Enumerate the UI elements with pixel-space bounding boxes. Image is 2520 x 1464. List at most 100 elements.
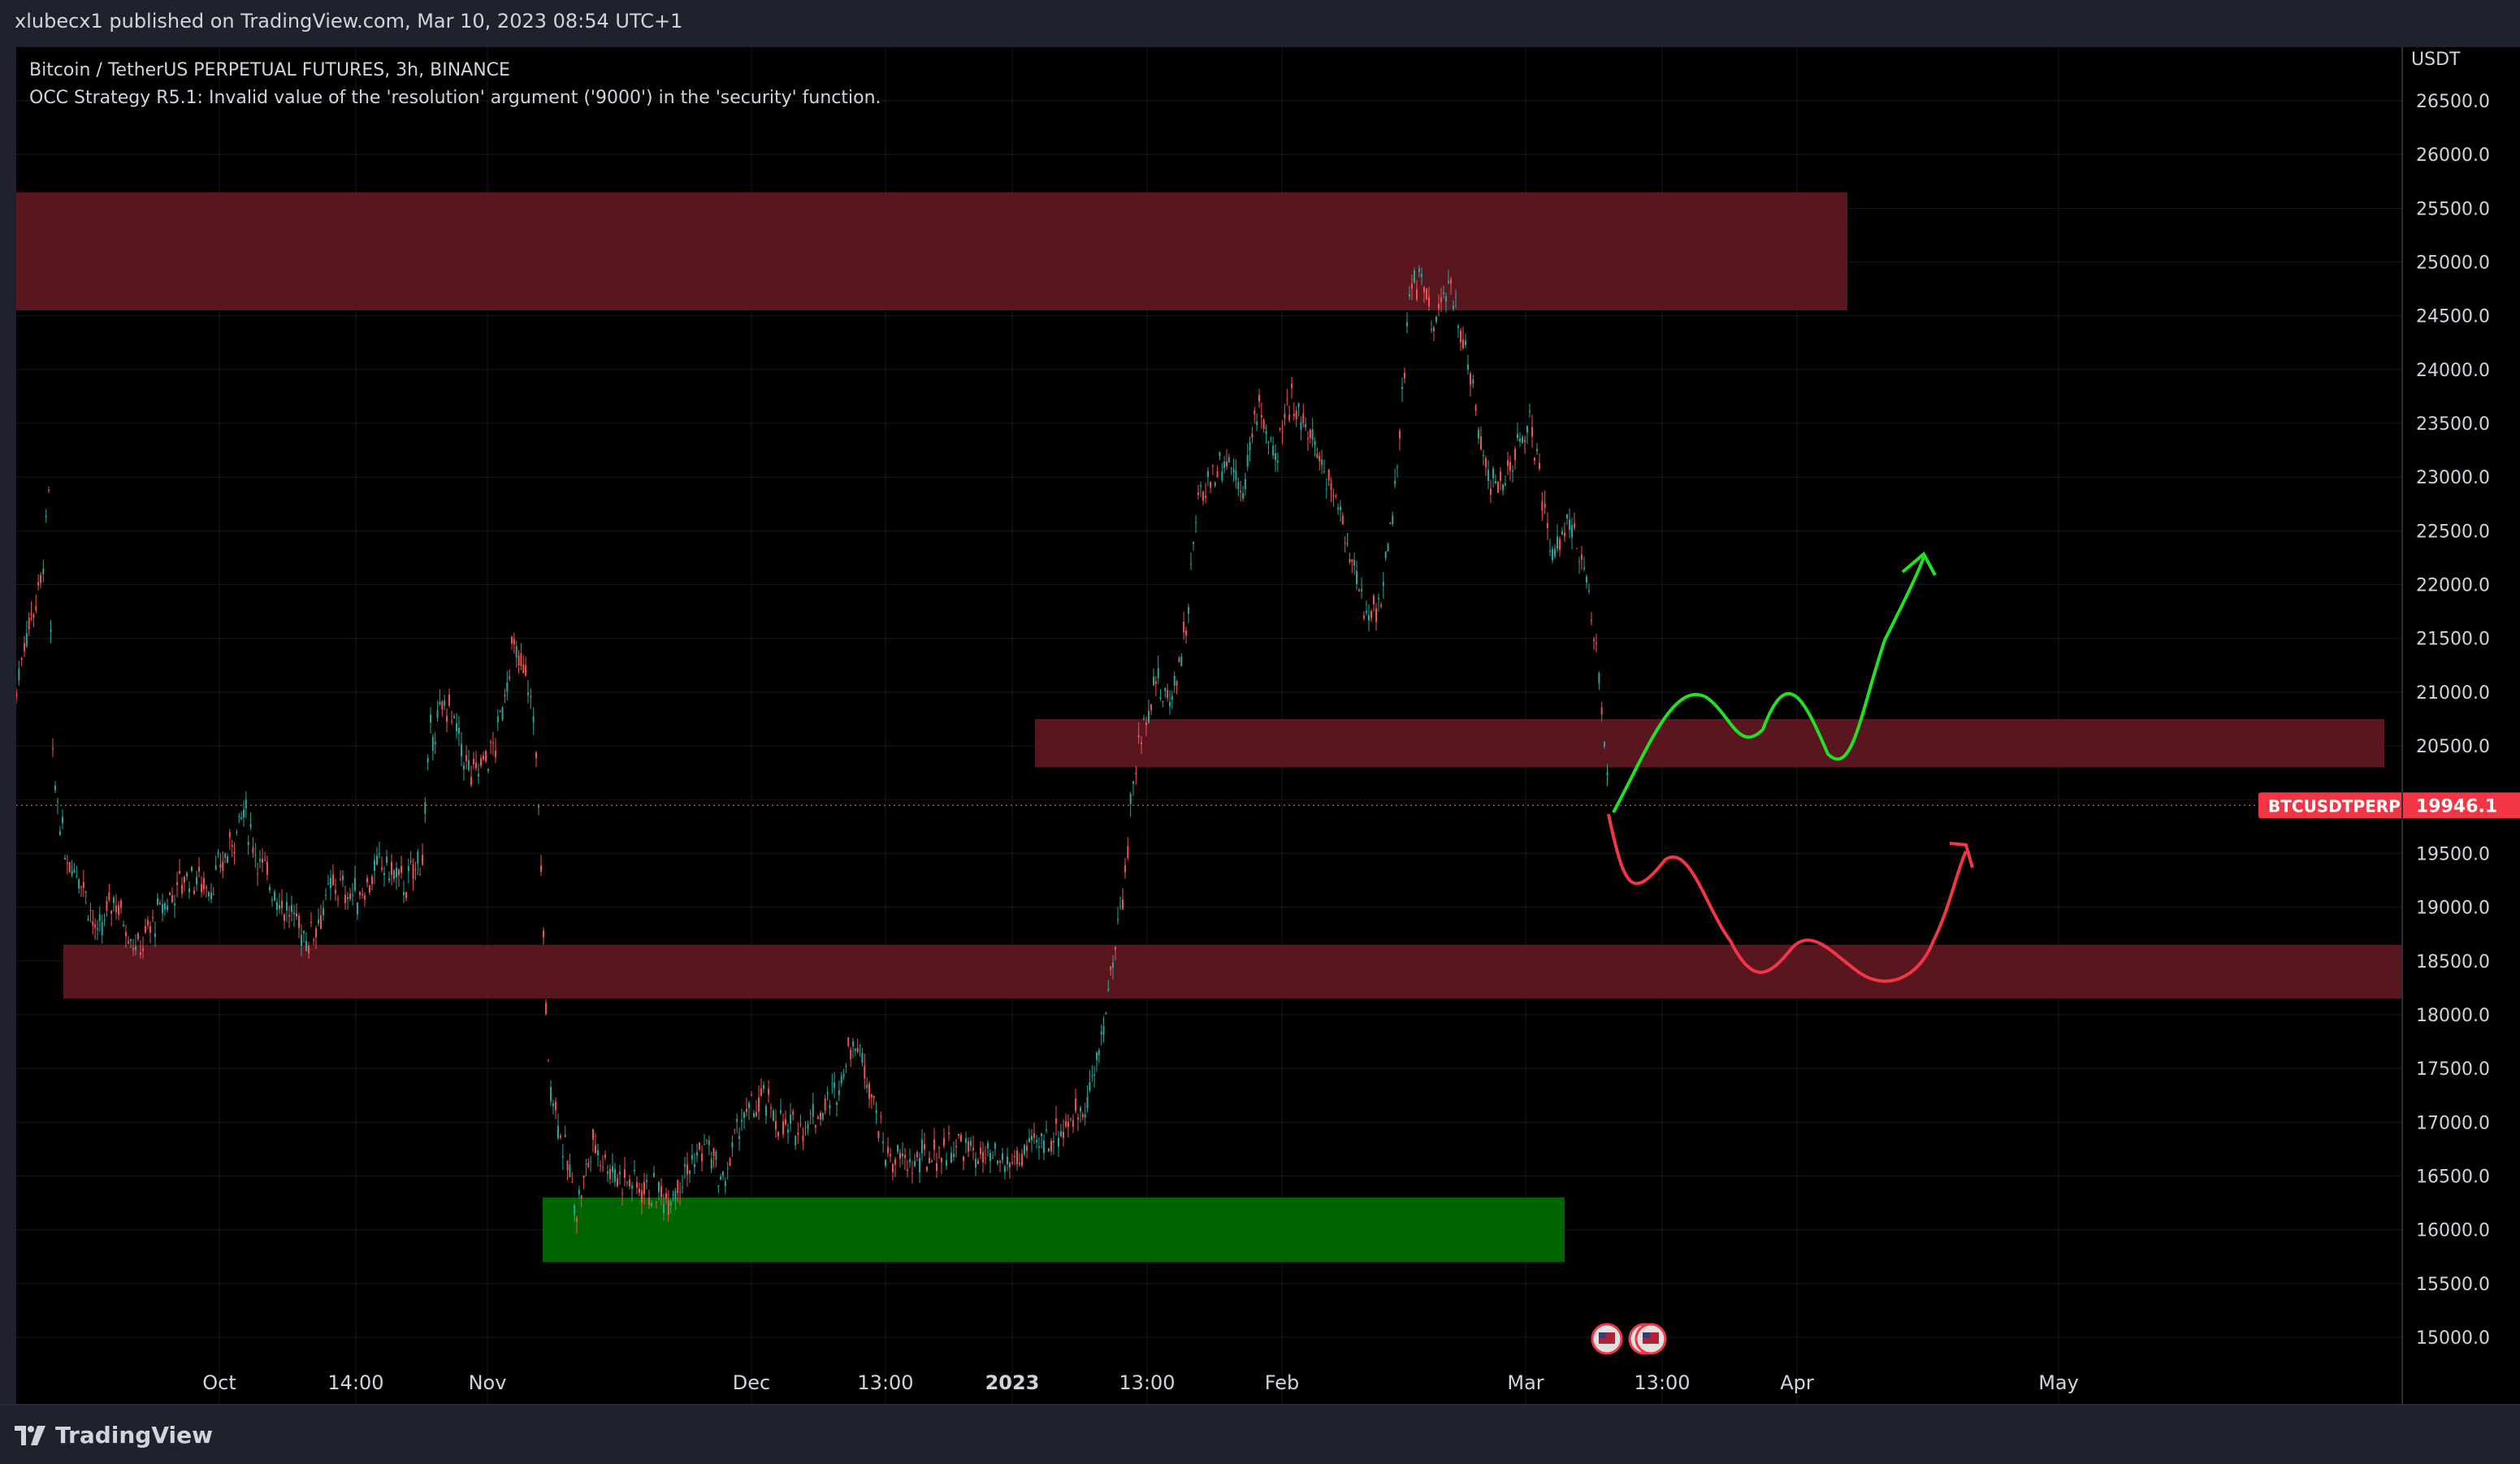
candle-body xyxy=(1033,1133,1035,1138)
candle-body xyxy=(84,891,87,894)
candle-body xyxy=(619,1172,621,1175)
economic-event-flag-icon[interactable] xyxy=(1591,1323,1623,1355)
candle-body xyxy=(145,925,146,933)
candle-body xyxy=(1183,622,1185,633)
candle-body xyxy=(1361,589,1362,591)
price-tick-label: 25500.0 xyxy=(2416,199,2490,219)
candle-body xyxy=(1457,326,1459,328)
candle-body xyxy=(980,1147,981,1154)
candle-body xyxy=(1453,305,1454,310)
candle-body xyxy=(1524,440,1526,442)
candle-body xyxy=(1164,687,1167,692)
candle-body xyxy=(359,892,361,895)
candle-body xyxy=(108,892,110,901)
candle-body xyxy=(262,858,263,863)
candle-body xyxy=(228,832,231,838)
price-tick-label: 15000.0 xyxy=(2416,1328,2490,1349)
candle-body xyxy=(585,1163,587,1165)
candle-body xyxy=(1318,455,1321,461)
candle-body xyxy=(517,656,520,666)
candle-body xyxy=(1344,542,1346,544)
candle-body xyxy=(763,1085,764,1089)
candle-body xyxy=(1311,429,1314,440)
candle-body xyxy=(1143,718,1145,720)
candle-body xyxy=(201,884,202,892)
price-tag-value[interactable]: 19946.1 xyxy=(2416,796,2497,816)
candle-body xyxy=(130,939,132,942)
candle-body xyxy=(1219,452,1221,457)
economic-event-flag-icon[interactable] xyxy=(1635,1323,1667,1355)
candle-body xyxy=(1256,421,1258,426)
bear-projection-path[interactable] xyxy=(1607,813,1968,983)
candle-body xyxy=(773,1110,774,1121)
candle-body xyxy=(527,692,529,695)
candle-body xyxy=(850,1050,852,1059)
price-axis-svg[interactable]: USDT 26500.0 26000.0 25500.0 25000.0 24500.0 2… xyxy=(2403,47,2520,1404)
candle-body xyxy=(1065,1120,1067,1127)
candle-body xyxy=(933,1139,935,1150)
zone-resistance-low[interactable] xyxy=(63,944,2401,999)
candle-body xyxy=(1404,373,1405,379)
candle-body xyxy=(478,773,479,777)
bull-arrow-icon xyxy=(1901,551,1937,576)
candle-body xyxy=(87,919,89,921)
candle-body xyxy=(1081,1114,1084,1118)
candle-body xyxy=(284,914,285,921)
candle-body xyxy=(286,901,288,911)
candle-body xyxy=(1127,846,1129,858)
candle-body xyxy=(902,1153,903,1157)
candle-body xyxy=(240,816,243,820)
time-tick-label: 14:00 xyxy=(327,1371,383,1394)
candle-body xyxy=(614,1169,616,1182)
candle-body xyxy=(1421,274,1422,277)
candle-body xyxy=(82,881,84,888)
candle-body xyxy=(1547,522,1548,529)
time-tick-label: Dec xyxy=(733,1371,770,1394)
candle-body xyxy=(595,1145,596,1154)
candle-body xyxy=(982,1152,984,1163)
strategy-legend[interactable]: OCC Strategy R5.1: Invalid value of the … xyxy=(29,88,881,108)
bull-projection-path[interactable] xyxy=(1612,557,1925,813)
candle-body xyxy=(1110,966,1112,971)
candle-body xyxy=(1089,1081,1091,1091)
candle-body xyxy=(381,868,383,870)
candle-body xyxy=(310,921,312,923)
candle-body xyxy=(281,900,283,908)
candle-body xyxy=(147,920,149,926)
zone-resistance-top[interactable] xyxy=(16,192,1847,311)
candle-body xyxy=(699,1142,700,1150)
candle-body xyxy=(842,1073,845,1077)
candle-body xyxy=(1557,536,1558,549)
symbol-legend[interactable]: Bitcoin / TetherUS PERPETUAL FUTURES, 3h… xyxy=(29,60,510,80)
candle-body xyxy=(123,925,124,927)
candle-body xyxy=(110,910,113,914)
candle-body xyxy=(249,824,252,827)
candle-body xyxy=(214,865,217,870)
candle-body xyxy=(383,873,385,876)
candle-body xyxy=(171,894,173,903)
candle-body xyxy=(977,1160,979,1164)
candle-body xyxy=(271,899,273,901)
candle-body xyxy=(1321,459,1323,466)
brand[interactable]: TradingView xyxy=(15,1422,213,1449)
zone-support-bottom[interactable] xyxy=(543,1197,1565,1263)
time-axis[interactable]: Oct 14:00 Nov Dec 13:00 2023 13:00 Feb Mar 13:00 A… xyxy=(16,1363,2401,1404)
price-axis[interactable]: USDT 26500.0 26000.0 25500.0 25000.0 24500.0 2… xyxy=(2401,47,2520,1404)
price-tag-symbol[interactable]: BTCUSDTPERP xyxy=(2268,796,2401,816)
price-tick-label: 19500.0 xyxy=(2416,844,2490,864)
candle-body xyxy=(1368,614,1370,621)
candle-body xyxy=(1132,781,1134,784)
candle-body xyxy=(1043,1141,1045,1154)
candle-body xyxy=(807,1124,809,1129)
candle-body xyxy=(94,924,97,928)
candle-body xyxy=(1576,548,1578,549)
candle-body xyxy=(405,891,407,899)
candle-body xyxy=(426,757,429,763)
candle-body xyxy=(1561,531,1563,535)
candle-body xyxy=(269,886,271,890)
price-chart[interactable]: BTCUSDTPERP xyxy=(16,47,2401,1404)
candle-body xyxy=(989,1153,991,1161)
candle-body xyxy=(20,658,23,661)
chart-canvas[interactable]: BTCUSDTPERP xyxy=(16,47,2401,1404)
zone-resistance-mid[interactable] xyxy=(1035,719,2384,768)
